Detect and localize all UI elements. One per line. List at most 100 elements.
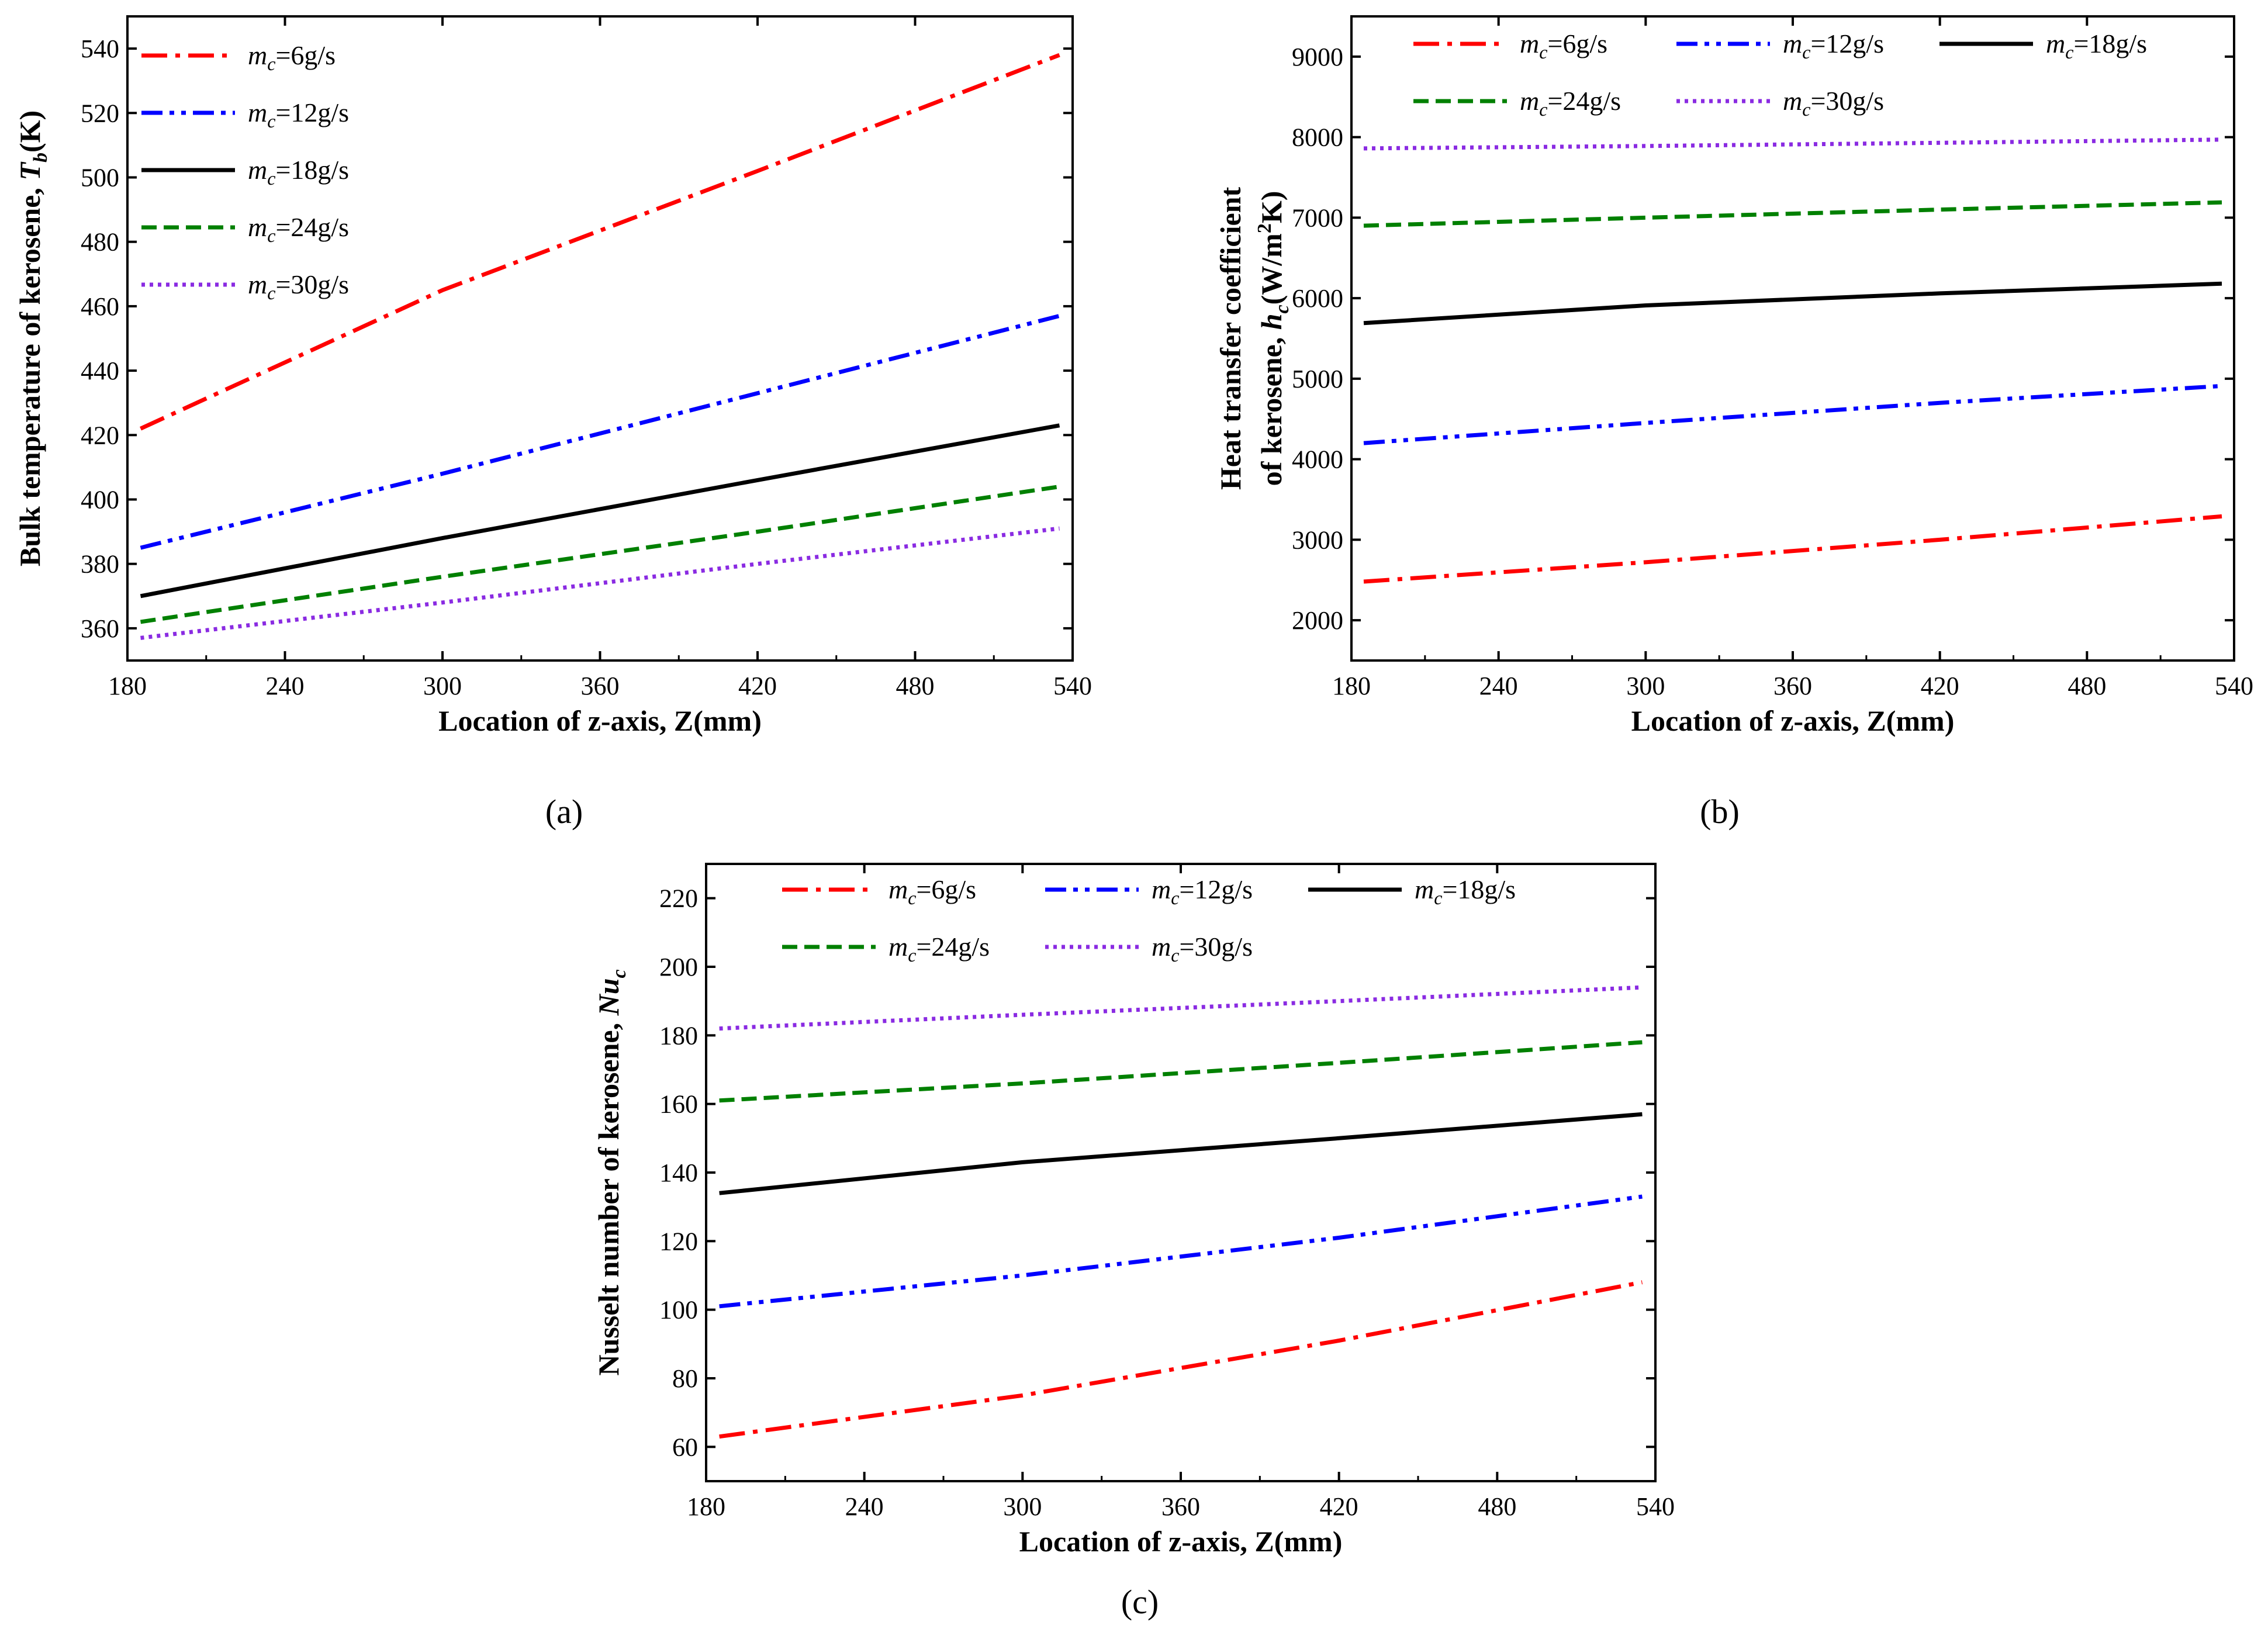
- legend-label-c-3: =24g/s: [916, 932, 990, 962]
- y-tick-label-a-9: 540: [81, 34, 119, 63]
- legend-entry-c-1: mc=12g/s: [1152, 874, 1253, 908]
- y-tick-label-a-7: 500: [81, 164, 119, 192]
- series-line-a-2: [140, 423, 1060, 599]
- legend-symbol-c-a-3: c: [267, 225, 275, 246]
- legend-symbol-c-a-0: c: [267, 53, 275, 74]
- legend-symbol-c-c-3: c: [908, 945, 916, 966]
- legend-label-c-2: =18g/s: [1442, 874, 1516, 904]
- legend-entry-c-2: mc=18g/s: [1415, 874, 1516, 908]
- x-tick-label-a-0: 180: [108, 672, 147, 700]
- y-tick-label-a-8: 520: [81, 99, 119, 127]
- legend-symbol-m-a-0: m: [248, 40, 267, 70]
- x-tick-label-a-2: 300: [423, 672, 462, 700]
- series-line-a-3: [140, 485, 1060, 624]
- x-tick-label-c-5: 480: [1478, 1492, 1516, 1521]
- y-axis-title-unit-b-b: K): [1255, 191, 1288, 224]
- series-line-b-4: [1363, 137, 2222, 151]
- y-tick-label-c-3: 120: [659, 1227, 698, 1256]
- series-line-c-1: [719, 1194, 1643, 1309]
- legend-label-a-3: =24g/s: [275, 212, 349, 242]
- y-axis-title-line1-b: Heat transfer coefficient: [1214, 187, 1247, 490]
- legend-symbol-m-a-1: m: [248, 98, 267, 127]
- x-tick-label-b-0: 180: [1332, 672, 1371, 700]
- y-tick-label-c-1: 80: [672, 1364, 698, 1393]
- legend-entry-a-4: mc=30g/s: [248, 269, 349, 303]
- legend-entry-a-1: mc=12g/s: [248, 98, 349, 132]
- x-tick-label-b-2: 300: [1626, 672, 1665, 700]
- chart-panel-b: 180 240 300 360 420 480 540 2000 3000 4000 5000 600…: [1214, 15, 2253, 831]
- y-tick-label-b-4: 6000: [1292, 284, 1343, 313]
- legend-symbol-m-b-2: m: [2046, 29, 2065, 58]
- x-tick-label-c-4: 420: [1320, 1492, 1358, 1521]
- y-tick-label-b-0: 2000: [1292, 606, 1343, 635]
- legend-symbol-m-a-3: m: [248, 212, 267, 242]
- y-axis-title-symbol-c: Nu: [592, 978, 625, 1016]
- series-line-b-3: [1363, 200, 2222, 228]
- legend-symbol-c-a-2: c: [267, 168, 275, 189]
- legend-label-a-1: =12g/s: [275, 98, 349, 127]
- y-axis-title-unit-a-b: (W/m: [1255, 233, 1288, 305]
- y-axis-title-subscript-c: c: [609, 969, 630, 978]
- x-tick-label-b-3: 360: [1773, 672, 1812, 700]
- series-line-b-0: [1363, 514, 2222, 584]
- panel-label-a: (a): [545, 793, 583, 831]
- y-tick-label-b-6: 8000: [1292, 123, 1343, 152]
- y-axis-title-subscript-a: b: [30, 153, 51, 162]
- y-axis-title-subscript-b: c: [1271, 305, 1293, 313]
- series-line-a-1: [140, 314, 1060, 550]
- legend-entry-b-2: mc=18g/s: [2046, 29, 2147, 63]
- legend-symbol-c-b-0: c: [1539, 42, 1547, 63]
- legend-entry-b-3: mc=24g/s: [1520, 86, 1621, 120]
- y-axis-title-unit-a: (K): [13, 110, 46, 153]
- legend-label-c-4: =30g/s: [1179, 932, 1253, 962]
- y-axis-title-main-b: of kerosene,: [1255, 330, 1288, 486]
- legend-label-b-2: =18g/s: [2073, 29, 2147, 58]
- legend-symbol-c-a-1: c: [267, 110, 275, 132]
- legend-label-b-1: =12g/s: [1810, 29, 1884, 58]
- panel-label-b: (b): [1700, 793, 1740, 831]
- x-tick-label-b-5: 480: [2068, 672, 2106, 700]
- legend-symbol-m-a-4: m: [248, 269, 267, 299]
- x-tick-label-a-3: 360: [581, 672, 620, 700]
- legend-symbol-c-b-1: c: [1802, 42, 1810, 63]
- legend-symbol-m-c-0: m: [888, 874, 908, 904]
- y-tick-label-c-4: 140: [659, 1159, 698, 1187]
- x-tick-label-c-6: 540: [1636, 1492, 1675, 1521]
- x-tick-label-c-1: 240: [845, 1492, 884, 1521]
- legend-label-a-2: =18g/s: [275, 155, 349, 185]
- legend-symbol-c-c-1: c: [1171, 887, 1179, 908]
- legend-symbol-m-b-4: m: [1783, 86, 1802, 116]
- legend-symbol-m-b-0: m: [1520, 29, 1539, 58]
- legend-symbol-c-b-4: c: [1802, 99, 1810, 120]
- y-axis-title-symbol-b: h: [1255, 313, 1288, 330]
- legend-entry-c-0: mc=6g/s: [888, 874, 976, 908]
- x-tick-label-b-1: 240: [1479, 672, 1518, 700]
- x-tick-label-c-2: 300: [1003, 1492, 1042, 1521]
- y-axis-title-b: of kerosene, hc(W/m2K): [1254, 191, 1293, 486]
- chart-panel-c: 180 240 300 360 420 480 540 60 80 100 120 140 160 180…: [592, 863, 1675, 1621]
- legend-symbol-c-c-0: c: [908, 887, 916, 908]
- y-axis-title-main-c: Nusselt number of kerosene,: [592, 1015, 625, 1375]
- legend-label-b-3: =24g/s: [1547, 86, 1621, 116]
- legend-entry-c-3: mc=24g/s: [888, 932, 990, 966]
- legend-symbol-c-a-4: c: [267, 282, 275, 303]
- legend-symbol-m-b-1: m: [1783, 29, 1802, 58]
- legend-label-a-4: =30g/s: [275, 269, 349, 299]
- legend-entry-b-4: mc=30g/s: [1783, 86, 1884, 120]
- x-tick-label-b-4: 420: [1921, 672, 1959, 700]
- y-tick-label-a-6: 480: [81, 228, 119, 257]
- x-axis-title-c: Location of z-axis, Z(mm): [1019, 1525, 1343, 1558]
- legend-label-a-0: =6g/s: [275, 40, 336, 70]
- legend-label-c-0: =6g/s: [916, 874, 976, 904]
- legend-symbol-c-c-4: c: [1171, 945, 1179, 966]
- y-axis-title-main-a: Bulk temperature of kerosene,: [13, 181, 46, 567]
- series-line-c-4: [719, 985, 1643, 1031]
- y-tick-label-b-2: 4000: [1292, 445, 1343, 474]
- y-tick-label-c-6: 180: [659, 1021, 698, 1050]
- x-tick-label-c-3: 360: [1161, 1492, 1200, 1521]
- legend-symbol-m-c-4: m: [1152, 932, 1171, 962]
- legend-symbol-m-c-2: m: [1415, 874, 1434, 904]
- series-line-c-2: [719, 1112, 1643, 1195]
- y-tick-label-a-3: 420: [81, 421, 119, 449]
